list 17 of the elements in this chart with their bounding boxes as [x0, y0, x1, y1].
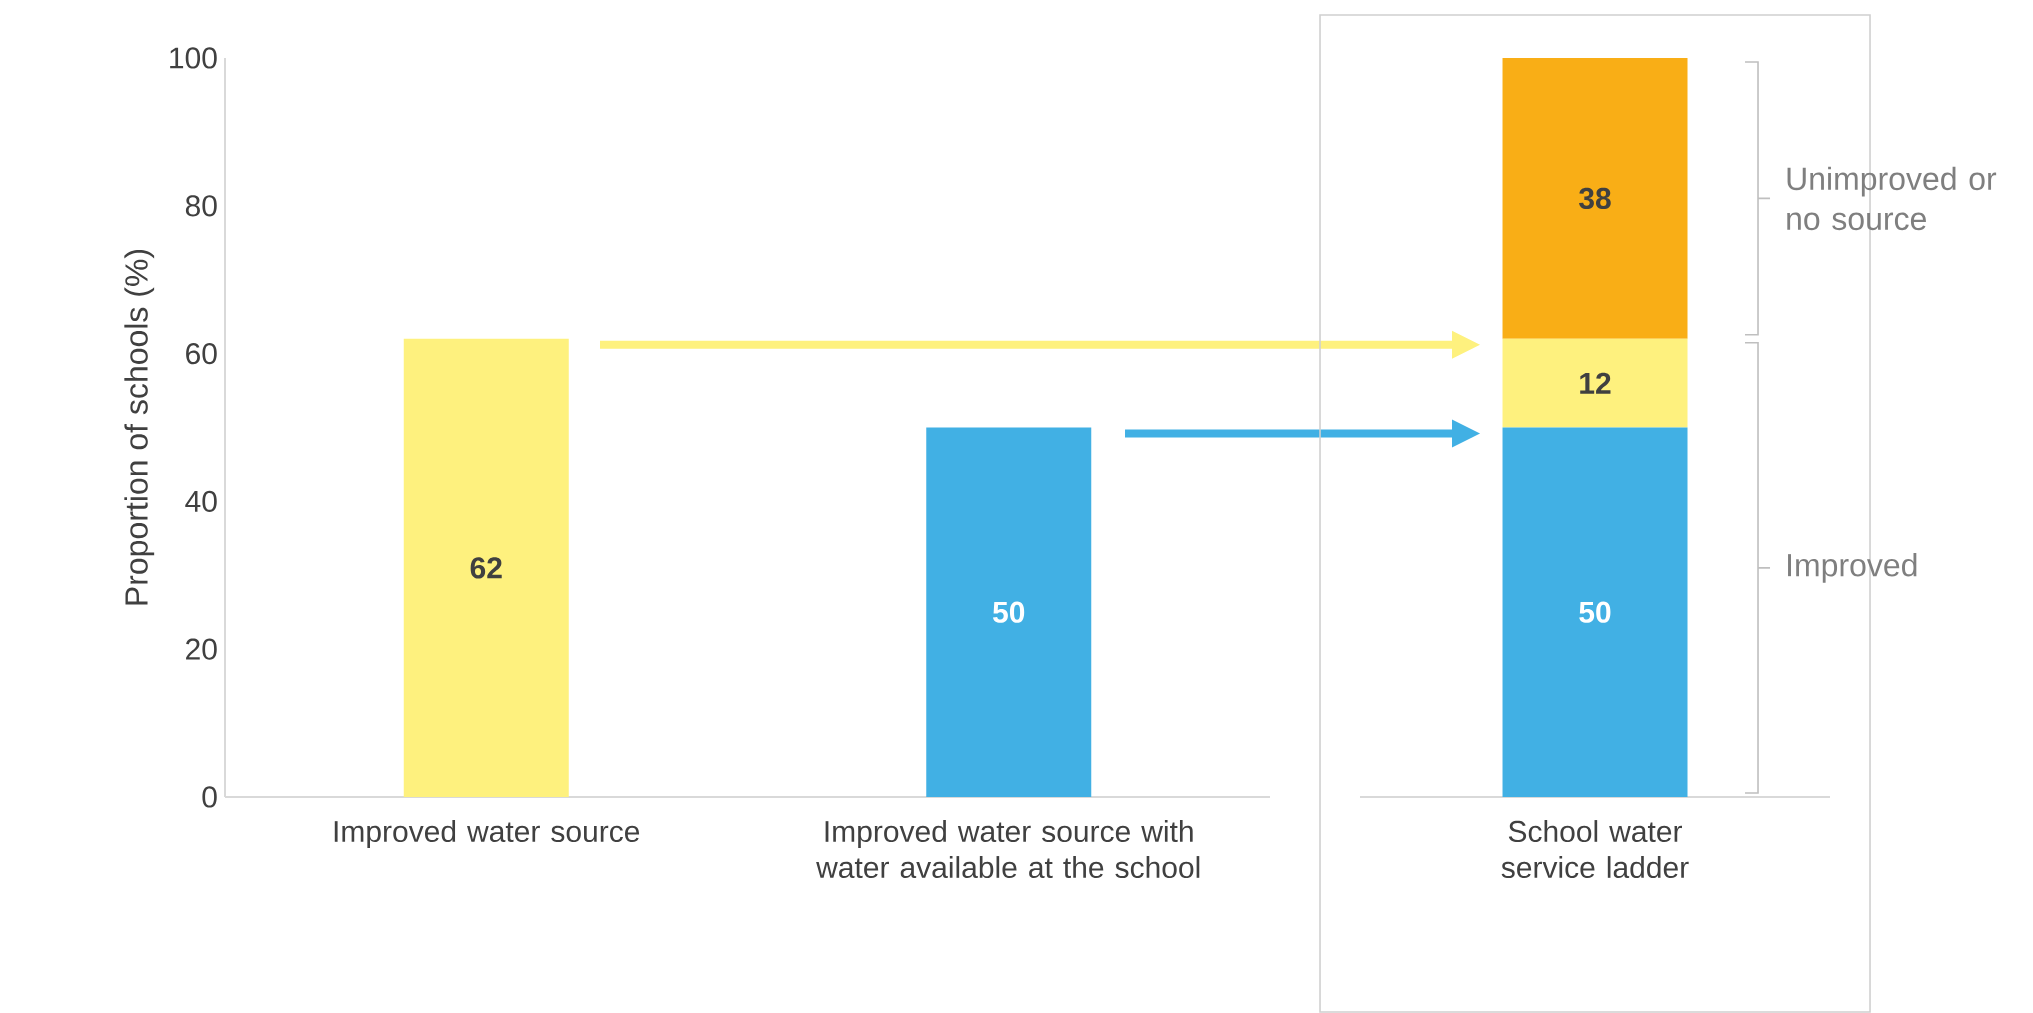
y-tick-label: 0 [202, 786, 217, 808]
data-label: 50 [992, 601, 1025, 623]
y-tick-label: 60 [186, 342, 217, 365]
y-tick-label: 80 [185, 195, 217, 217]
text: Improved [1788, 552, 1917, 583]
x-tick-label: Improved water source [334, 820, 640, 849]
y-tick-label: 40 [185, 490, 217, 513]
y-tick-label: 100 [170, 47, 217, 69]
data-label: 50 [1579, 601, 1611, 623]
x-tick-label: Improved water source with water available at the school [816, 820, 1200, 879]
x-tick-label: School water service ladder [1501, 820, 1689, 879]
text: Unimproved or no source [1787, 166, 1997, 231]
y-tick-label: 20 [186, 638, 217, 660]
data-label: 12 [1580, 372, 1611, 394]
y-axis-title: Proportion of schools (%) [124, 249, 155, 605]
data-label: 62 [470, 557, 502, 579]
data-label: 38 [1579, 187, 1611, 210]
